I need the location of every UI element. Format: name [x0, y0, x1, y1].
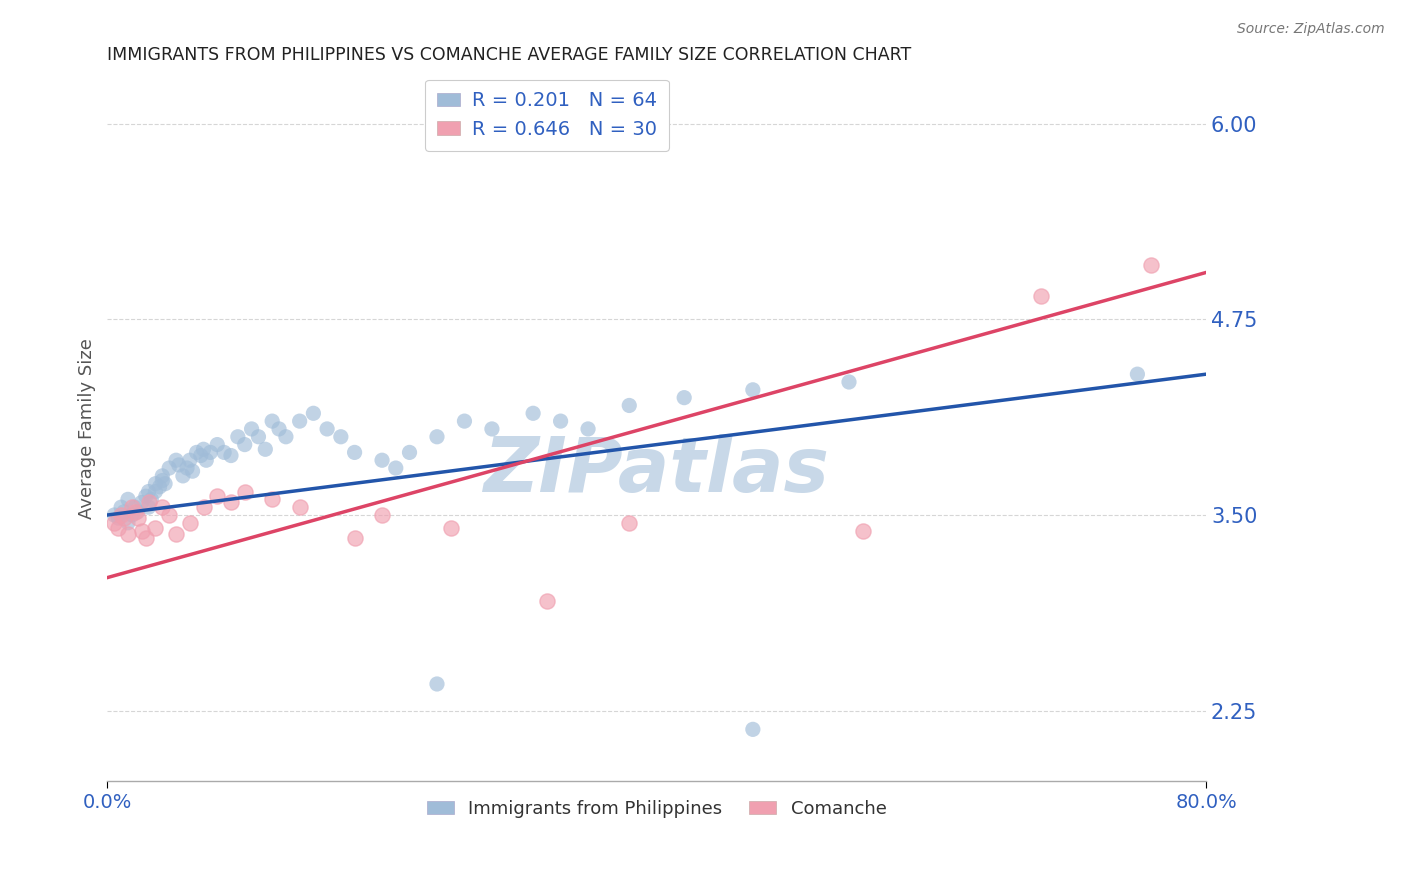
Point [426, 430, 449, 444]
Point [195, 453, 218, 467]
Point [117, 492, 139, 507]
Point [384, 461, 406, 475]
Point [121, 508, 143, 522]
Point [135, 532, 157, 546]
Point [288, 500, 311, 515]
Point [316, 422, 339, 436]
Point [124, 500, 146, 515]
Point [145, 476, 167, 491]
Point [107, 511, 129, 525]
Point [262, 492, 284, 507]
Point [576, 422, 599, 436]
Point [852, 524, 875, 538]
Point [1140, 258, 1163, 272]
Point [112, 505, 135, 519]
Point [302, 406, 325, 420]
Point [619, 399, 641, 413]
Point [673, 391, 696, 405]
Point [200, 445, 222, 459]
Point [207, 489, 229, 503]
Point [212, 445, 235, 459]
Legend: Immigrants from Philippines, Comanche: Immigrants from Philippines, Comanche [419, 792, 894, 825]
Point [157, 508, 180, 522]
Point [127, 505, 149, 519]
Point [371, 508, 394, 522]
Point [262, 414, 284, 428]
Point [117, 516, 139, 530]
Point [110, 500, 132, 515]
Point [219, 449, 242, 463]
Point [426, 677, 449, 691]
Point [186, 445, 208, 459]
Point [150, 474, 173, 488]
Point [1126, 367, 1149, 381]
Y-axis label: Average Family Size: Average Family Size [79, 338, 96, 519]
Point [124, 505, 146, 519]
Point [181, 464, 204, 478]
Point [135, 489, 157, 503]
Point [371, 453, 394, 467]
Point [481, 422, 503, 436]
Point [148, 480, 170, 494]
Point [193, 442, 215, 457]
Point [107, 520, 129, 534]
Point [150, 468, 173, 483]
Point [121, 500, 143, 515]
Point [131, 524, 153, 538]
Point [179, 453, 201, 467]
Point [329, 430, 352, 444]
Point [741, 723, 763, 737]
Point [536, 594, 558, 608]
Point [247, 430, 270, 444]
Point [398, 445, 420, 459]
Point [274, 430, 297, 444]
Point [226, 430, 249, 444]
Point [176, 461, 198, 475]
Point [117, 526, 139, 541]
Point [550, 414, 572, 428]
Text: ZIPatlas: ZIPatlas [484, 434, 830, 508]
Point [619, 516, 641, 530]
Point [233, 437, 256, 451]
Point [145, 484, 167, 499]
Point [150, 500, 173, 515]
Point [165, 526, 187, 541]
Point [145, 520, 167, 534]
Point [165, 453, 187, 467]
Point [440, 520, 463, 534]
Point [153, 476, 176, 491]
Point [179, 516, 201, 530]
Point [219, 495, 242, 509]
Point [141, 492, 163, 507]
Point [110, 508, 132, 522]
Point [522, 406, 544, 420]
Point [190, 449, 212, 463]
Point [741, 383, 763, 397]
Point [240, 422, 263, 436]
Text: Source: ZipAtlas.com: Source: ZipAtlas.com [1237, 22, 1385, 37]
Point [267, 422, 290, 436]
Point [138, 484, 160, 499]
Point [138, 495, 160, 509]
Text: IMMIGRANTS FROM PHILIPPINES VS COMANCHE AVERAGE FAMILY SIZE CORRELATION CHART: IMMIGRANTS FROM PHILIPPINES VS COMANCHE … [107, 46, 911, 64]
Point [453, 414, 475, 428]
Point [112, 511, 135, 525]
Point [193, 500, 215, 515]
Point [343, 445, 366, 459]
Point [207, 437, 229, 451]
Point [138, 500, 160, 515]
Point [103, 516, 125, 530]
Point [288, 414, 311, 428]
Point [172, 468, 194, 483]
Point [838, 375, 860, 389]
Point [233, 484, 256, 499]
Point [167, 458, 190, 472]
Point [254, 442, 277, 457]
Point [1031, 289, 1053, 303]
Point [131, 495, 153, 509]
Point [103, 508, 125, 522]
Point [127, 511, 149, 525]
Point [343, 532, 366, 546]
Point [157, 461, 180, 475]
